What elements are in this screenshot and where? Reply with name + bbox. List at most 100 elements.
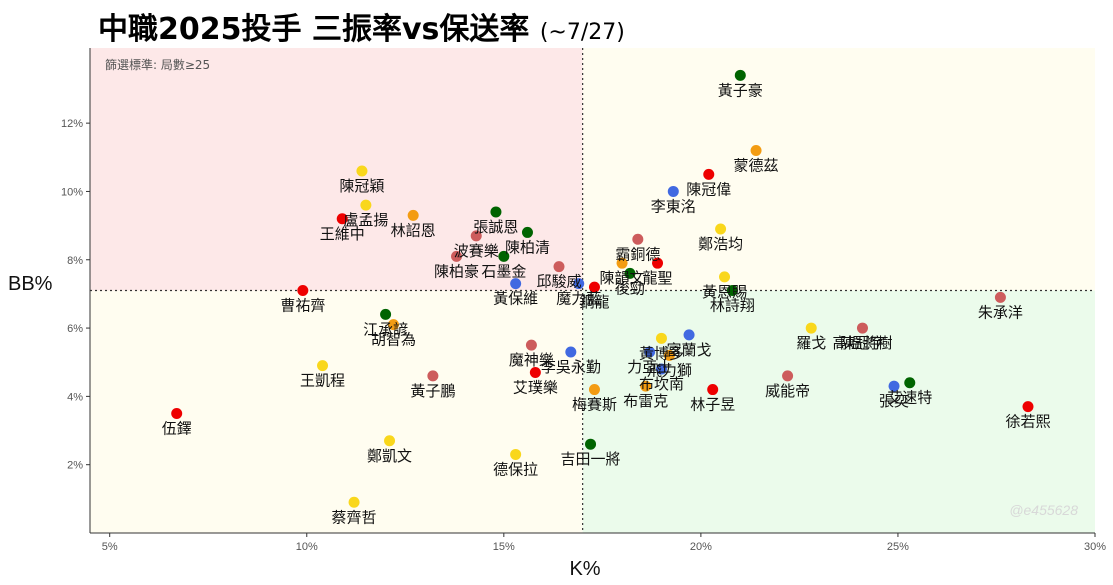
data-point-label: 林詩翔: [710, 297, 755, 315]
y-tick-label: 10%: [61, 186, 83, 198]
data-point-label: 蒙德茲: [734, 156, 779, 174]
data-point: [715, 223, 727, 235]
data-point: [640, 380, 652, 392]
data-point: [655, 332, 667, 344]
data-point-label: 邱駿威: [536, 273, 581, 291]
x-tick-label: 15%: [493, 541, 515, 553]
data-point-label: 後勁: [615, 279, 645, 297]
data-point: [521, 226, 533, 238]
reference-lines: [90, 48, 1095, 533]
data-point: [380, 308, 392, 320]
data-point-label: 李吳永勤: [541, 358, 601, 376]
data-point-label: 布坎南: [639, 375, 684, 393]
data-point-label: 布雷克: [623, 392, 668, 410]
data-point-label: 鄭浩均: [698, 235, 743, 253]
data-point-label: 陳冠宇: [840, 334, 885, 352]
data-point-label: 黃恩賜: [702, 283, 747, 301]
x-axis-title: K%: [569, 558, 600, 580]
data-point: [573, 278, 585, 290]
data-point-label: 徐若熙: [1005, 413, 1050, 431]
data-point-label: 魔力藍: [556, 290, 601, 308]
x-tick-label: 5%: [102, 541, 118, 553]
x-axis-ticks: 5% 10% 15% 20% 25% 30%: [102, 533, 1106, 553]
data-point: [510, 448, 522, 460]
data-point-label: 陳柏豪: [434, 262, 479, 280]
data-point: [624, 267, 636, 279]
page-title: 中職2025投手 三振率vs保送率 (~7/27): [98, 4, 625, 48]
y-tick-label: 8%: [67, 255, 83, 267]
y-tick-label: 2%: [67, 460, 83, 472]
data-points: [171, 69, 1034, 508]
watermark: @e455628: [1009, 502, 1078, 518]
x-tick-label: 10%: [296, 541, 318, 553]
data-point: [667, 185, 679, 197]
data-point: [348, 496, 360, 508]
data-point: [663, 349, 675, 361]
data-point-label: 鄭凱文: [367, 447, 412, 465]
data-point-label: 張誠恩: [473, 218, 518, 236]
data-point: [805, 322, 817, 334]
data-point-label: 黃子鵬: [410, 382, 455, 400]
axes: [89, 48, 1095, 534]
y-tick-label: 12%: [61, 118, 83, 130]
data-point-label: 魔神樂: [509, 351, 554, 369]
data-point-label: 林子昱: [690, 396, 735, 414]
data-point-label: 王凱程: [300, 372, 345, 390]
chart-subtitle: (~7/27): [539, 20, 625, 45]
data-point: [317, 360, 329, 372]
data-point-label: 陳韻文: [600, 269, 645, 287]
data-point: [451, 250, 463, 262]
filter-note: 篩選標準: 局數≥25: [105, 57, 210, 72]
data-point-label: 艾璞樂: [513, 378, 558, 396]
data-point-label: 江承諺: [363, 320, 408, 338]
data-point: [356, 165, 368, 177]
chart-title: 中職2025投手 三振率vs保送率: [98, 12, 530, 47]
data-point-label: 胡智為: [371, 331, 416, 349]
data-point-label: 朱承洋: [978, 303, 1023, 321]
data-point-label: 梅賽斯: [572, 396, 617, 414]
data-point: [427, 370, 439, 382]
data-point: [683, 329, 695, 341]
data-point: [856, 322, 868, 334]
data-point-label: 石墨金: [481, 262, 526, 280]
data-point: [632, 233, 644, 245]
data-point: [387, 319, 399, 331]
data-point: [782, 370, 794, 382]
y-tick-label: 6%: [67, 323, 83, 335]
quadrant-top-right: [582, 48, 1095, 291]
data-point-label: 飛力獅: [647, 361, 692, 379]
quadrant-bottom-left: [90, 290, 583, 533]
data-point: [407, 209, 419, 221]
data-point: [498, 250, 510, 262]
y-tick-label: 4%: [67, 391, 83, 403]
x-tick-label: 25%: [887, 541, 909, 553]
data-point-label: 波賽樂: [454, 242, 499, 260]
data-point-label: 龍聖: [643, 269, 673, 287]
data-point: [297, 285, 309, 296]
data-point: [1022, 401, 1034, 413]
data-point: [734, 69, 746, 81]
data-point: [171, 407, 183, 419]
data-point-label: 黃子豪: [718, 81, 763, 99]
data-point: [585, 438, 597, 450]
x-tick-label: 30%: [1084, 541, 1106, 553]
data-point-label: 林詔恩: [391, 221, 436, 239]
data-point: [616, 257, 628, 269]
data-point-label: 高塭將樹: [832, 334, 892, 352]
data-point-label: 陳冠穎: [339, 177, 384, 195]
data-point: [750, 144, 762, 156]
data-point-label: 羅戈: [796, 334, 826, 352]
data-point-label: 威能帝: [765, 382, 810, 400]
data-point-label: 伍鐸: [162, 419, 192, 437]
quadrant-bottom-right: [582, 290, 1095, 533]
data-point-label: 吉田一將: [561, 450, 621, 468]
data-point-label: 曹祐齊: [280, 297, 325, 315]
data-point: [707, 384, 719, 396]
data-point: [490, 206, 502, 218]
data-point: [529, 366, 541, 378]
x-tick-label: 20%: [690, 541, 712, 553]
data-point: [565, 346, 577, 358]
data-point-label: 張奕: [879, 392, 909, 410]
data-point-label: 黃博多: [639, 344, 684, 362]
